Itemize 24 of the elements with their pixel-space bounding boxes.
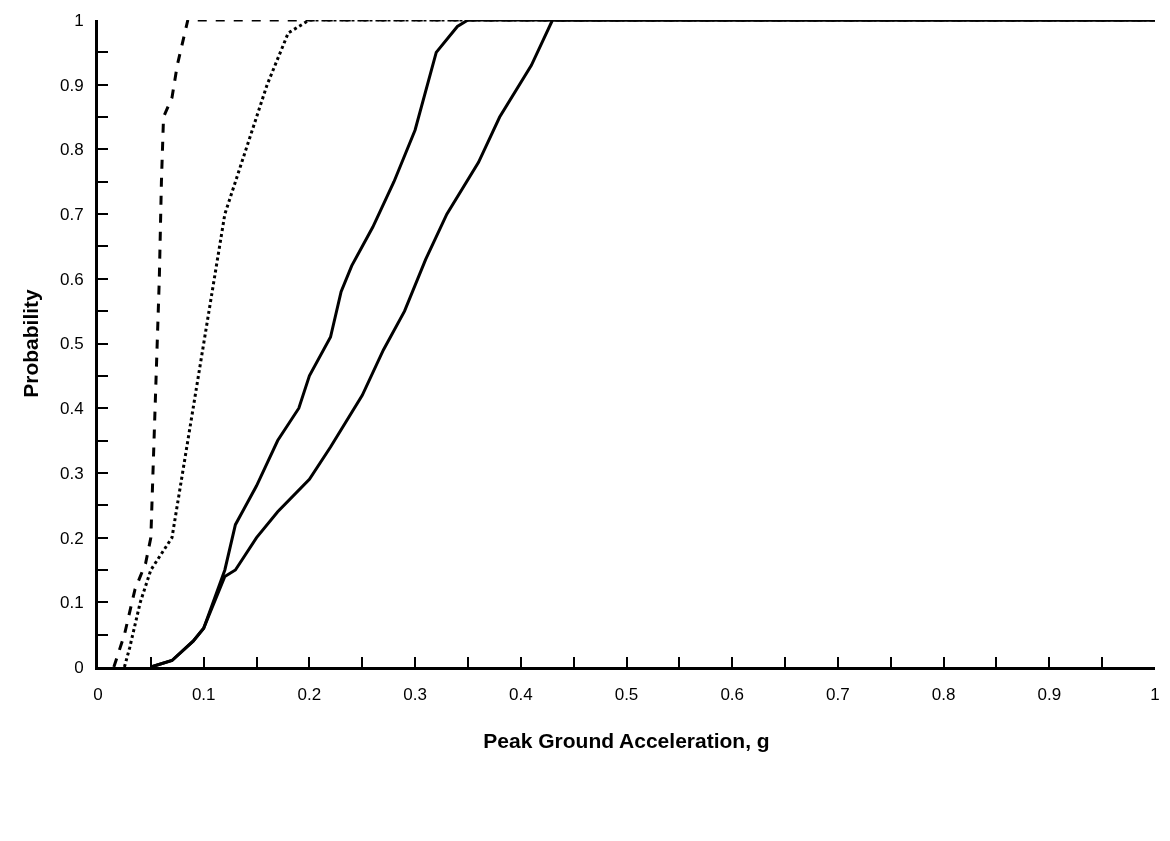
y-tick-label: 0.7 — [59, 205, 84, 225]
y-tick-label: 0 — [74, 657, 84, 677]
y-tick-label: 0.1 — [59, 593, 84, 613]
x-tick-label: 0 — [93, 685, 103, 705]
x-tick-label: 0.1 — [191, 685, 216, 705]
y-tick-label: 0.4 — [59, 399, 84, 419]
x-tick-label: 0.8 — [931, 685, 956, 705]
x-tick-label: 0.3 — [403, 685, 427, 705]
y-tick-label: 0.8 — [59, 140, 84, 160]
x-tick-label: 0.9 — [1037, 685, 1062, 705]
x-tick-label: 1 — [1150, 685, 1160, 705]
y-tick-label: 0.5 — [59, 334, 84, 354]
x-axis-title: Peak Ground Acceleration, g — [483, 728, 770, 752]
x-tick-label: 0.4 — [508, 685, 533, 705]
x-tick-label: 0.5 — [614, 685, 639, 705]
x-tick-label: 0.7 — [826, 685, 850, 705]
y-tick-label: 0.2 — [59, 528, 84, 548]
y-tick-label: 0.3 — [59, 463, 84, 483]
y-tick-label: 1 — [74, 10, 84, 30]
y-tick-label: 0.9 — [59, 75, 84, 95]
x-tick-label: 0.6 — [720, 685, 745, 705]
y-tick-label: 0.6 — [59, 269, 84, 289]
y-axis-title: Probability — [19, 288, 43, 398]
x-tick-label: 0.2 — [297, 685, 322, 705]
